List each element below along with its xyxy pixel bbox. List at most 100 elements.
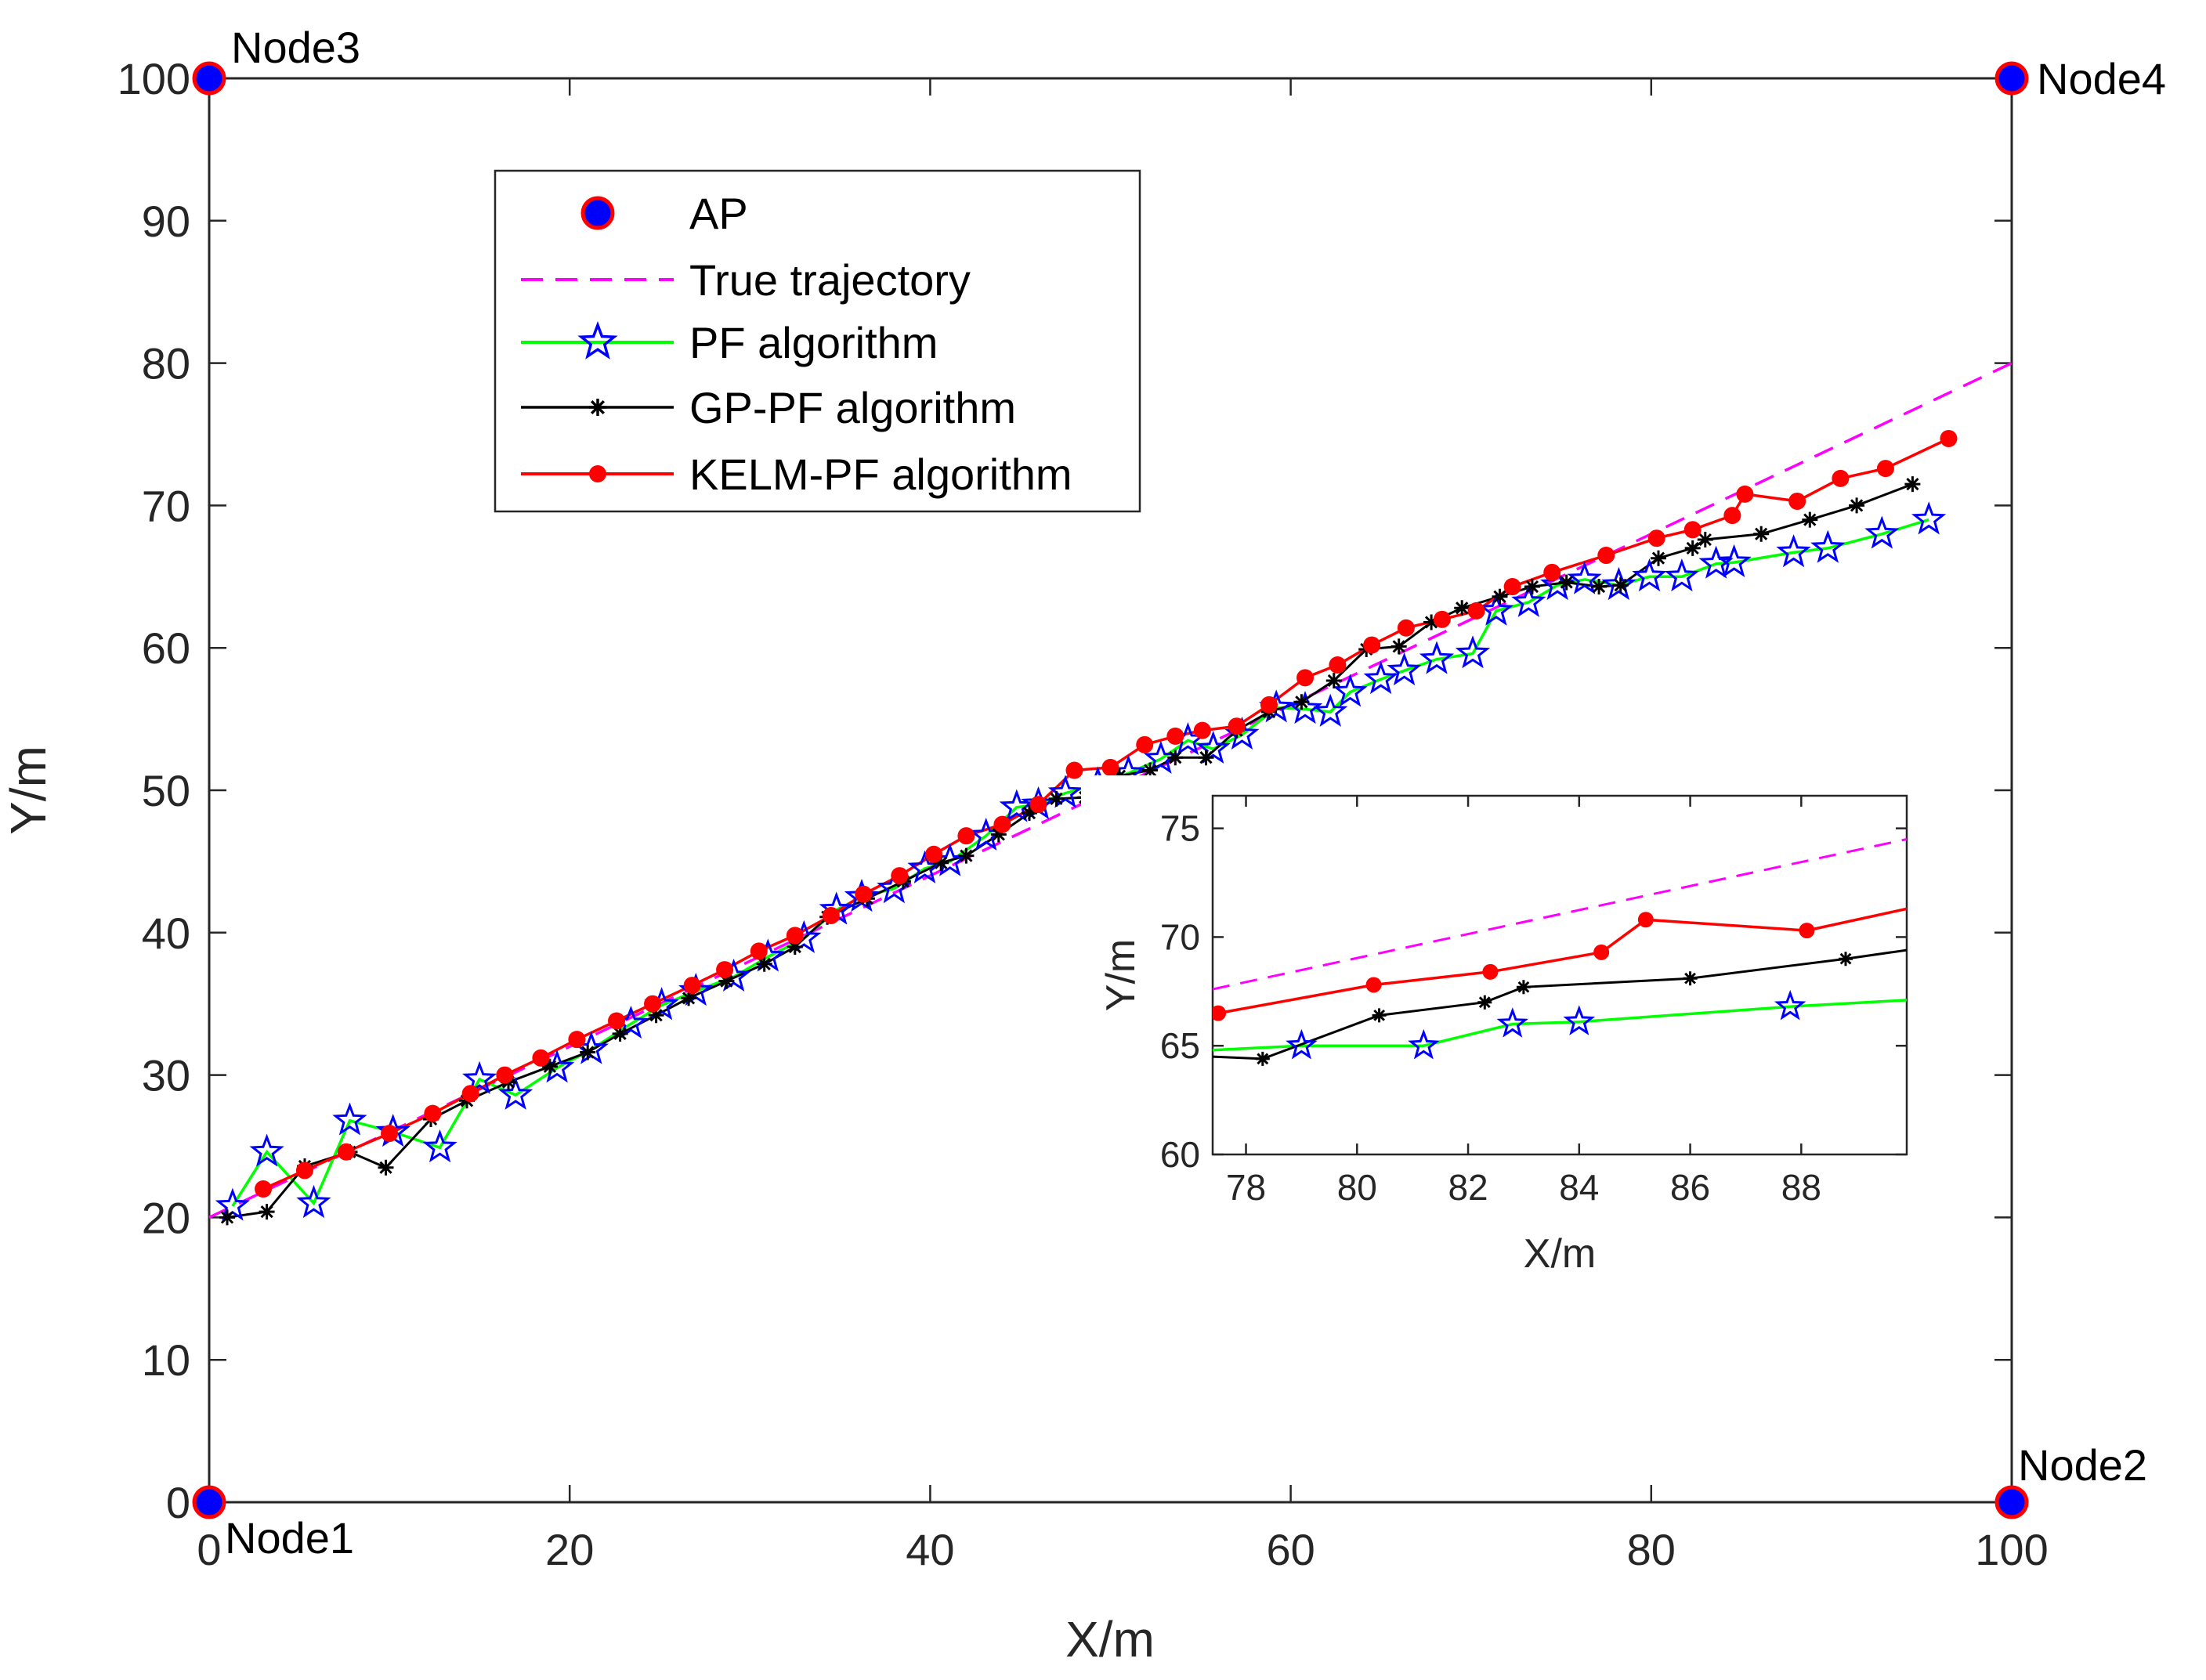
kelm-pf-point	[1433, 610, 1451, 628]
pf-point-star	[1363, 660, 1398, 695]
kelm-pf-point	[532, 1049, 550, 1067]
inset-x-tick-label: 84	[1559, 1167, 1599, 1208]
main-x-axis-label: X/m	[1065, 1611, 1155, 1667]
gp-pf-point-asterisk	[1753, 526, 1770, 542]
kelm-pf-point	[683, 977, 701, 995]
inset-x-tick-label: 88	[1781, 1167, 1821, 1208]
kelm-pf-point	[1597, 547, 1615, 565]
ap-nodes: Node1 Node2 Node3 Node4	[192, 23, 2166, 1563]
kelm-pf-point	[993, 815, 1011, 833]
legend-label-ap: AP	[689, 189, 748, 238]
gp-pf-point-asterisk	[1198, 750, 1214, 766]
kelm-pf-point	[925, 845, 943, 863]
gp-pf-point-asterisk	[718, 973, 735, 989]
main-y-tick-label: 30	[142, 1051, 190, 1100]
pf-point-star	[1601, 566, 1636, 601]
legend-label-pf: PF algorithm	[689, 318, 938, 367]
kelm-pf-point	[1363, 636, 1381, 654]
inset-y-tick-label: 60	[1160, 1134, 1200, 1175]
pf-point-star	[1911, 501, 1947, 535]
gp-pf-point-asterisk	[1167, 750, 1184, 766]
main-x-tick-label: 40	[906, 1525, 954, 1574]
gp-pf-point-asterisk	[756, 956, 772, 972]
kelm-pf-point	[1329, 656, 1347, 674]
gp-pf-point-asterisk	[958, 847, 975, 864]
inset-gp-pf-point-asterisk	[1255, 1051, 1270, 1066]
gp-pf-point-asterisk	[1048, 790, 1065, 807]
kelm-pf-point	[1647, 529, 1665, 547]
legend-entry-pf: PF algorithm	[521, 318, 938, 367]
pf-point-star	[462, 1060, 497, 1094]
inset-gp-pf-point-asterisk	[1516, 980, 1531, 995]
legend-swatch-ap	[580, 196, 615, 230]
kelm-pf-point	[1683, 521, 1702, 539]
kelm-pf-point	[1101, 758, 1119, 776]
kelm-pf-point	[891, 867, 909, 885]
legend-entry-gp-pf: GP-PF algorithm	[521, 383, 1016, 432]
kelm-pf-point	[786, 927, 804, 945]
ap-node-marker	[1994, 1485, 2029, 1519]
legend-swatch-pf-star-icon	[577, 320, 618, 359]
inset-gp-pf-series-line	[1213, 948, 1907, 1060]
kelm-pf-point	[1136, 735, 1154, 753]
kelm-pf-point	[295, 1162, 313, 1180]
pf-point-star	[1698, 545, 1734, 579]
gp-pf-point-asterisk	[990, 826, 1007, 843]
inset-gp-pf-point-asterisk	[1372, 1008, 1387, 1023]
kelm-pf-point	[1467, 602, 1485, 620]
legend-swatch-gp-pf-asterisk-icon	[589, 399, 606, 416]
ap-node-marker	[192, 61, 226, 96]
inset-y-tick-labels: 60 65 70 75	[1160, 808, 1200, 1175]
ap-node-marker	[192, 1485, 226, 1519]
main-x-tick-label: 60	[1266, 1525, 1315, 1574]
kelm-pf-point	[255, 1180, 273, 1198]
inset-x-tick-label: 78	[1226, 1167, 1266, 1208]
pf-point-star	[1195, 730, 1231, 764]
main-y-tick-label: 40	[142, 909, 190, 958]
gp-pf-point-asterisk	[1325, 673, 1342, 688]
inset-kelm-pf-point	[1799, 923, 1815, 939]
kelm-pf-point	[1260, 695, 1278, 714]
main-y-axis-label: Y/m	[0, 746, 56, 835]
main-y-tick-label: 60	[142, 623, 190, 673]
pf-point-star	[296, 1184, 331, 1219]
pf-point-star	[498, 1076, 533, 1110]
legend-label-gp-pf: GP-PF algorithm	[689, 383, 1016, 432]
kelm-pf-point	[1832, 469, 1850, 487]
pf-point-star	[1632, 558, 1667, 592]
kelm-pf-point	[716, 961, 734, 979]
main-y-tick-label: 20	[142, 1193, 190, 1242]
inset-x-axis-label: X/m	[1524, 1231, 1596, 1277]
kelm-pf-point	[1503, 578, 1521, 596]
kelm-pf-point	[1228, 717, 1246, 735]
gp-pf-point-asterisk	[1492, 588, 1508, 605]
inset-tick-marks	[1213, 796, 1907, 1156]
pf-point-star	[1664, 558, 1700, 592]
kelm-pf-point	[424, 1104, 442, 1122]
gp-pf-point-asterisk	[1558, 574, 1575, 591]
kelm-pf-point	[1065, 761, 1083, 779]
main-y-tick-label: 50	[142, 766, 190, 815]
inset-x-tick-labels: 78 80 82 84 86 88	[1226, 1167, 1821, 1208]
pf-point-star	[1313, 693, 1348, 727]
gp-pf-point-asterisk	[1524, 579, 1540, 594]
inset-gp-pf-point-asterisk	[1839, 952, 1853, 966]
inset-pf-point-star	[1563, 1005, 1596, 1035]
inset-y-tick-label: 75	[1160, 808, 1200, 849]
inset-gp-pf-point-asterisk	[1477, 995, 1492, 1010]
kelm-pf-point	[1736, 485, 1754, 503]
gp-pf-point-asterisk	[1591, 579, 1607, 594]
ap-node-label: Node1	[225, 1513, 354, 1563]
kelm-pf-point	[1296, 669, 1315, 687]
kelm-pf-point	[822, 906, 840, 924]
ap-node-label: Node4	[2037, 54, 2166, 103]
gp-pf-point-asterisk	[1293, 694, 1310, 710]
inset-kelm-pf-point	[1482, 963, 1499, 980]
inset-kelm-pf-point	[1593, 944, 1610, 960]
pf-point-star	[1567, 561, 1602, 594]
pf-point-star	[1047, 775, 1083, 808]
kelm-pf-point	[750, 942, 768, 960]
gp-pf-point-asterisk	[933, 854, 949, 871]
kelm-pf-point	[1543, 563, 1561, 581]
